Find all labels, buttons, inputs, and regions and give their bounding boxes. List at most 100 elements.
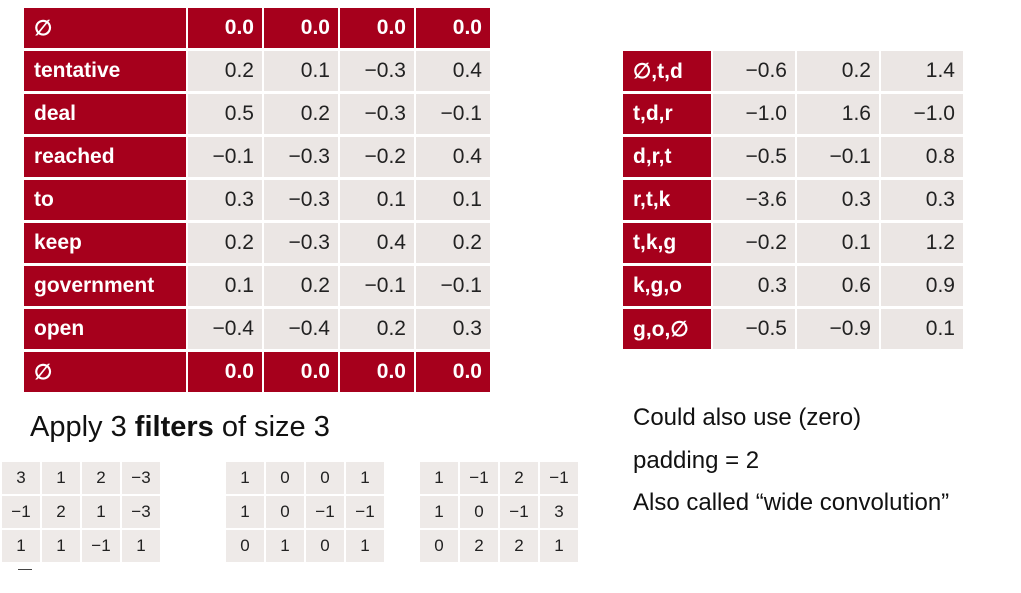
filter-cell: 2	[42, 496, 80, 528]
table-row: to 0.3 −0.3 0.1 0.1	[24, 180, 490, 220]
cell: −0.4	[264, 309, 338, 349]
cell: 0.3	[797, 180, 879, 220]
filter-cell: 1	[226, 496, 264, 528]
cell: 0.3	[188, 180, 262, 220]
filter-cell: 0	[266, 496, 304, 528]
table-row: tentative 0.2 0.1 −0.3 0.4	[24, 51, 490, 91]
filter-row: 1 1 −1 1	[2, 530, 160, 562]
cell: −0.2	[340, 137, 414, 177]
filter-row: 1 0 −1 3	[420, 496, 578, 528]
cell: 0.3	[881, 180, 963, 220]
filter-row: −1 2 1 −3	[2, 496, 160, 528]
cell: 0.2	[264, 94, 338, 134]
caption-bold: filters	[134, 411, 214, 443]
cell: −0.1	[416, 266, 490, 306]
table-row: t,k,g −0.2 0.1 1.2	[623, 223, 963, 263]
row-label: ∅	[24, 352, 186, 392]
row-label: reached	[24, 137, 186, 177]
cell: −0.3	[340, 51, 414, 91]
row-label: d,r,t	[623, 137, 711, 177]
cell: −0.1	[416, 94, 490, 134]
divider-mark	[18, 569, 32, 570]
cell: −0.5	[713, 309, 795, 349]
filter-cell: −1	[2, 496, 40, 528]
filter-cell: 1	[420, 462, 458, 494]
cell: −3.6	[713, 180, 795, 220]
row-label: to	[24, 180, 186, 220]
table-row: government 0.1 0.2 −0.1 −0.1	[24, 266, 490, 306]
filter-cell: 1	[540, 530, 578, 562]
cell: 0.5	[188, 94, 262, 134]
filter-cell: 2	[460, 530, 498, 562]
filter-cell: 0	[266, 462, 304, 494]
cell: 0.0	[264, 8, 338, 48]
padded-input-table: ∅ 0.0 0.0 0.0 0.0 tentative 0.2 0.1 −0.3…	[22, 5, 492, 395]
filter-row: 1 0 0 1	[226, 462, 384, 494]
cell: 0.4	[416, 51, 490, 91]
filter-cell: 1	[42, 462, 80, 494]
cell: −0.3	[264, 223, 338, 263]
filter-2: 1 0 0 1 1 0 −1 −1 0 1 0 1	[224, 460, 386, 564]
cell: 0.6	[797, 266, 879, 306]
filter-row: 0 2 2 1	[420, 530, 578, 562]
row-label: ∅,t,d	[623, 51, 711, 91]
row-label: g,o,∅	[623, 309, 711, 349]
cell: 0.0	[416, 8, 490, 48]
table-row: ∅ 0.0 0.0 0.0 0.0	[24, 8, 490, 48]
table-row: r,t,k −3.6 0.3 0.3	[623, 180, 963, 220]
filter-cell: 3	[2, 462, 40, 494]
cell: 0.2	[340, 309, 414, 349]
row-label: government	[24, 266, 186, 306]
table-row: k,g,o 0.3 0.6 0.9	[623, 266, 963, 306]
filter-cell: 0	[460, 496, 498, 528]
table-row: reached −0.1 −0.3 −0.2 0.4	[24, 137, 490, 177]
filter-row: 1 0 −1 −1	[226, 496, 384, 528]
cell: 0.3	[416, 309, 490, 349]
cell: 0.3	[713, 266, 795, 306]
row-label: open	[24, 309, 186, 349]
row-label: ∅	[24, 8, 186, 48]
cell: 0.1	[881, 309, 963, 349]
cell: 1.2	[881, 223, 963, 263]
filter-cell: 1	[420, 496, 458, 528]
filter-cell: −1	[540, 462, 578, 494]
filter-3: 1 −1 2 −1 1 0 −1 3 0 2 2 1	[418, 460, 580, 564]
filter-cell: 1	[346, 530, 384, 562]
table-row: g,o,∅ −0.5 −0.9 0.1	[623, 309, 963, 349]
filter-cell: 3	[540, 496, 578, 528]
cell: −0.1	[188, 137, 262, 177]
cell: −0.2	[713, 223, 795, 263]
cell: 0.2	[188, 51, 262, 91]
cell: −0.5	[713, 137, 795, 177]
cell: 0.2	[416, 223, 490, 263]
filter-cell: 2	[500, 530, 538, 562]
caption-prefix: Apply 3	[30, 411, 135, 443]
cell: 0.0	[188, 352, 262, 392]
filter-cell: 0	[420, 530, 458, 562]
filter-cell: 0	[306, 530, 344, 562]
table-row: d,r,t −0.5 −0.1 0.8	[623, 137, 963, 177]
filter-cell: 2	[82, 462, 120, 494]
cell: 0.2	[797, 51, 879, 91]
filter-cell: −1	[306, 496, 344, 528]
filter-cell: −1	[346, 496, 384, 528]
filter-cell: 0	[306, 462, 344, 494]
row-label: t,k,g	[623, 223, 711, 263]
table-row: ∅,t,d −0.6 0.2 1.4	[623, 51, 963, 91]
cell: 0.1	[188, 266, 262, 306]
cell: 0.2	[264, 266, 338, 306]
cell: 0.0	[188, 8, 262, 48]
row-label: k,g,o	[623, 266, 711, 306]
cell: −0.3	[264, 137, 338, 177]
note-line-1: Could also use (zero)	[633, 404, 862, 431]
filter-cell: 1	[82, 496, 120, 528]
note-line-3: Also called “wide convolution”	[633, 489, 950, 516]
filter-cell: −3	[122, 496, 160, 528]
filter-cell: 1	[2, 530, 40, 562]
filter-cell: 1	[266, 530, 304, 562]
table-row: ∅ 0.0 0.0 0.0 0.0	[24, 352, 490, 392]
cell: 0.2	[188, 223, 262, 263]
table-row: open −0.4 −0.4 0.2 0.3	[24, 309, 490, 349]
cell: 0.1	[264, 51, 338, 91]
cell: 0.1	[416, 180, 490, 220]
